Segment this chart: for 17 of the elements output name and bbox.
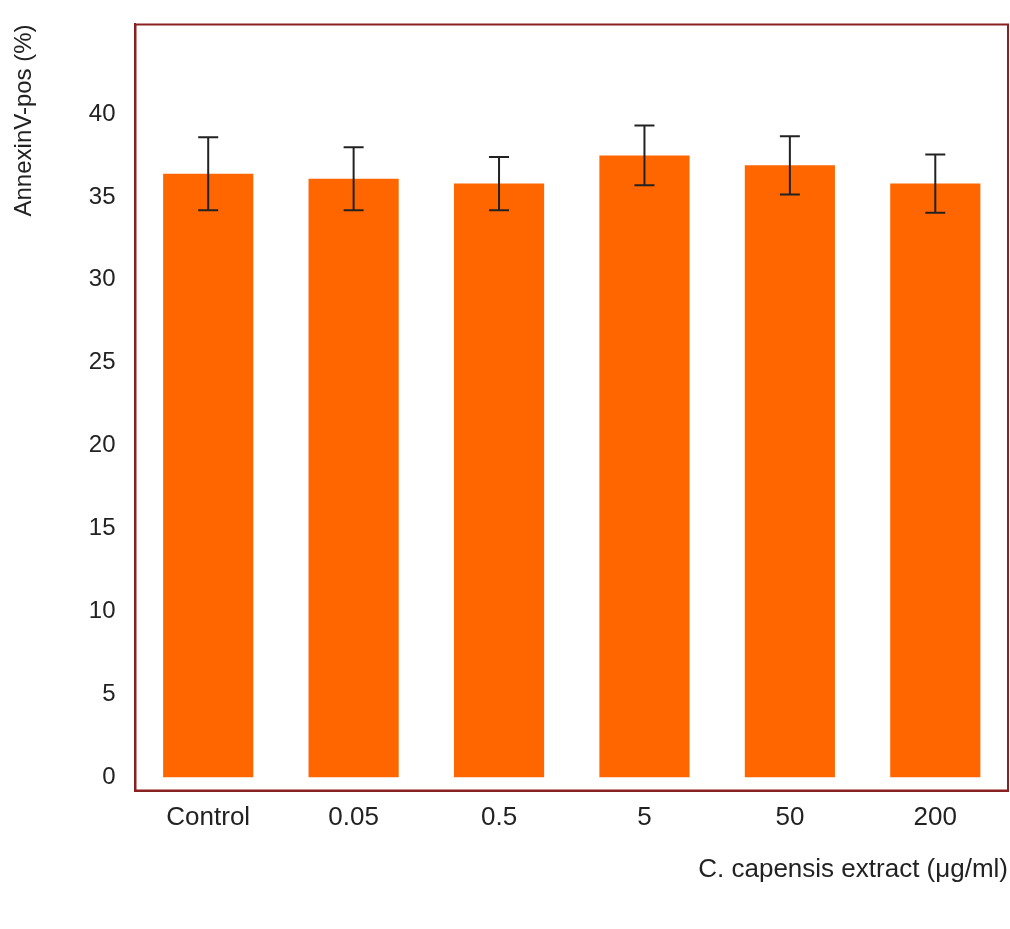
y-tick-label: 40 <box>88 98 116 126</box>
x-tick-label: 0.5 <box>480 801 518 832</box>
x-axis-title: C. capensis extract (μg/ml) <box>698 852 1008 883</box>
x-tick-label: 50 <box>775 801 805 832</box>
y-tick-label: 5 <box>102 679 116 707</box>
y-tick-label: 30 <box>88 264 116 292</box>
y-tick-label: 10 <box>88 596 116 624</box>
x-tick-label: 200 <box>913 801 957 832</box>
y-tick-label: 20 <box>88 430 116 458</box>
y-tick-label: 35 <box>88 181 116 209</box>
y-axis-title: AnnexinV-pos (%) <box>9 24 37 217</box>
x-tick-label: Control <box>166 801 251 832</box>
y-tick-label: 25 <box>88 347 116 375</box>
y-tick-label: 0 <box>102 761 116 789</box>
x-tick-label: 0.05 <box>328 801 379 832</box>
y-tick-label: 15 <box>88 513 116 541</box>
x-tick-label: 5 <box>637 801 652 832</box>
